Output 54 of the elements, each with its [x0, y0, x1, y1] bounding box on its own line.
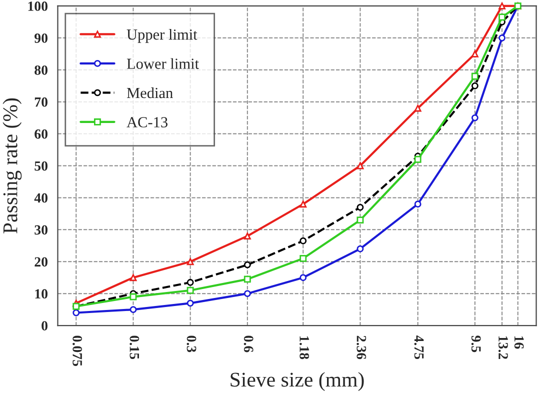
point [300, 274, 307, 282]
point [356, 216, 364, 224]
point [356, 204, 364, 211]
y-tick-label: 70 [34, 97, 48, 107]
y-tick-label: 20 [34, 257, 48, 267]
point [244, 276, 251, 283]
y-axis-title: Passing rate (%) [2, 98, 22, 234]
point [300, 254, 307, 262]
point [414, 200, 422, 208]
legend-label: Median [126, 87, 173, 98]
point [414, 104, 422, 112]
point [244, 232, 251, 240]
point [130, 306, 137, 314]
x-tick-label: 0.3 [186, 336, 196, 352]
point [356, 245, 364, 252]
x-tick-label: 9.5 [471, 336, 481, 352]
x-axis-title: Sieve size (mm) [230, 372, 364, 391]
point [186, 286, 194, 294]
x-tick-label: 0.15 [130, 336, 140, 360]
y-tick-label: 40 [34, 193, 48, 203]
point [471, 72, 478, 80]
x-tick-label: 2.36 [356, 336, 366, 360]
x-tick-label: 0.075 [72, 336, 82, 366]
y-tick-label: 30 [34, 225, 48, 235]
point [300, 237, 307, 244]
y-tick-label: 90 [34, 33, 48, 43]
y-tick-label: 0 [42, 321, 48, 330]
x-tick-label: 13.2 [498, 336, 508, 359]
point [186, 300, 194, 307]
point [130, 274, 137, 282]
point [300, 200, 307, 208]
y-tick-label: 10 [35, 289, 48, 299]
legend-label: Upper limit [126, 28, 198, 43]
x-tick-label: 4.75 [414, 335, 424, 360]
point [471, 50, 478, 58]
point [356, 162, 364, 170]
y-tick-label: 80 [34, 65, 48, 75]
point [414, 156, 422, 163]
legend-label: Lower limit [126, 58, 199, 69]
legend-label: AC-13 [126, 117, 168, 128]
x-tick-label: 0.6 [244, 336, 254, 352]
point [72, 309, 80, 316]
point [244, 261, 251, 268]
point [186, 278, 194, 286]
point [186, 258, 194, 266]
point [130, 293, 137, 300]
x-tick-label: 1.18 [300, 336, 310, 360]
x-tick-label: 16 [514, 336, 524, 349]
y-tick-label: 60 [34, 129, 48, 139]
y-tick-label: 50 [34, 161, 48, 171]
point [471, 82, 478, 90]
y-tick-label: 100 [28, 2, 48, 11]
point [244, 290, 251, 298]
point [471, 114, 478, 122]
